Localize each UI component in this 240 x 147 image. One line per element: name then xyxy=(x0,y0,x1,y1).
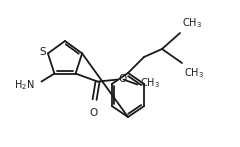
Text: S: S xyxy=(40,47,46,57)
Text: H$_2$N: H$_2$N xyxy=(14,79,34,92)
Text: O: O xyxy=(119,74,127,83)
Text: CH$_3$: CH$_3$ xyxy=(182,16,202,30)
Text: O: O xyxy=(90,108,98,118)
Text: CH$_3$: CH$_3$ xyxy=(140,77,160,90)
Text: CH$_3$: CH$_3$ xyxy=(184,66,204,80)
